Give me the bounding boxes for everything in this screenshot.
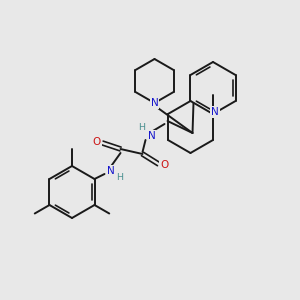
Text: H: H xyxy=(116,172,123,182)
Text: O: O xyxy=(92,137,101,147)
Text: N: N xyxy=(106,166,114,176)
Text: N: N xyxy=(148,131,155,141)
Text: N: N xyxy=(151,98,158,108)
Text: N: N xyxy=(211,107,219,117)
Text: H: H xyxy=(138,124,145,133)
Text: O: O xyxy=(160,160,169,170)
